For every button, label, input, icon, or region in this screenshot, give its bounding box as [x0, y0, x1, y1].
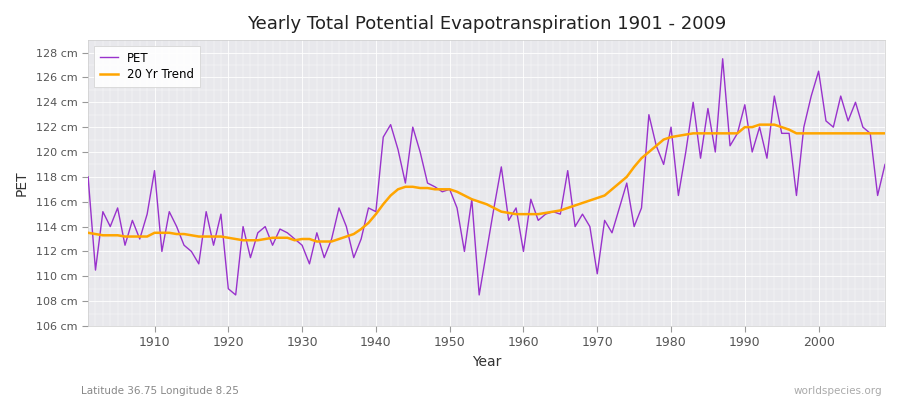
Line: 20 Yr Trend: 20 Yr Trend	[88, 125, 885, 242]
Legend: PET, 20 Yr Trend: PET, 20 Yr Trend	[94, 46, 200, 87]
PET	[230, 292, 241, 297]
Y-axis label: PET: PET	[15, 170, 29, 196]
PET	[717, 56, 728, 61]
PET	[311, 230, 322, 235]
Text: Latitude 36.75 Longitude 8.25: Latitude 36.75 Longitude 8.25	[81, 386, 239, 396]
20 Yr Trend	[526, 212, 536, 216]
20 Yr Trend	[83, 230, 94, 235]
Text: worldspecies.org: worldspecies.org	[794, 386, 882, 396]
PET	[879, 162, 890, 167]
20 Yr Trend	[754, 122, 765, 127]
20 Yr Trend	[304, 237, 315, 242]
PET	[83, 174, 94, 179]
20 Yr Trend	[518, 212, 529, 216]
20 Yr Trend	[356, 227, 366, 232]
PET	[614, 206, 625, 210]
PET	[356, 237, 366, 242]
Title: Yearly Total Potential Evapotranspiration 1901 - 2009: Yearly Total Potential Evapotranspiratio…	[247, 15, 726, 33]
PET	[141, 212, 152, 216]
20 Yr Trend	[141, 234, 152, 239]
X-axis label: Year: Year	[472, 355, 501, 369]
PET	[526, 197, 536, 202]
20 Yr Trend	[879, 131, 890, 136]
PET	[518, 249, 529, 254]
Line: PET: PET	[88, 59, 885, 295]
20 Yr Trend	[614, 181, 625, 186]
20 Yr Trend	[311, 239, 322, 244]
